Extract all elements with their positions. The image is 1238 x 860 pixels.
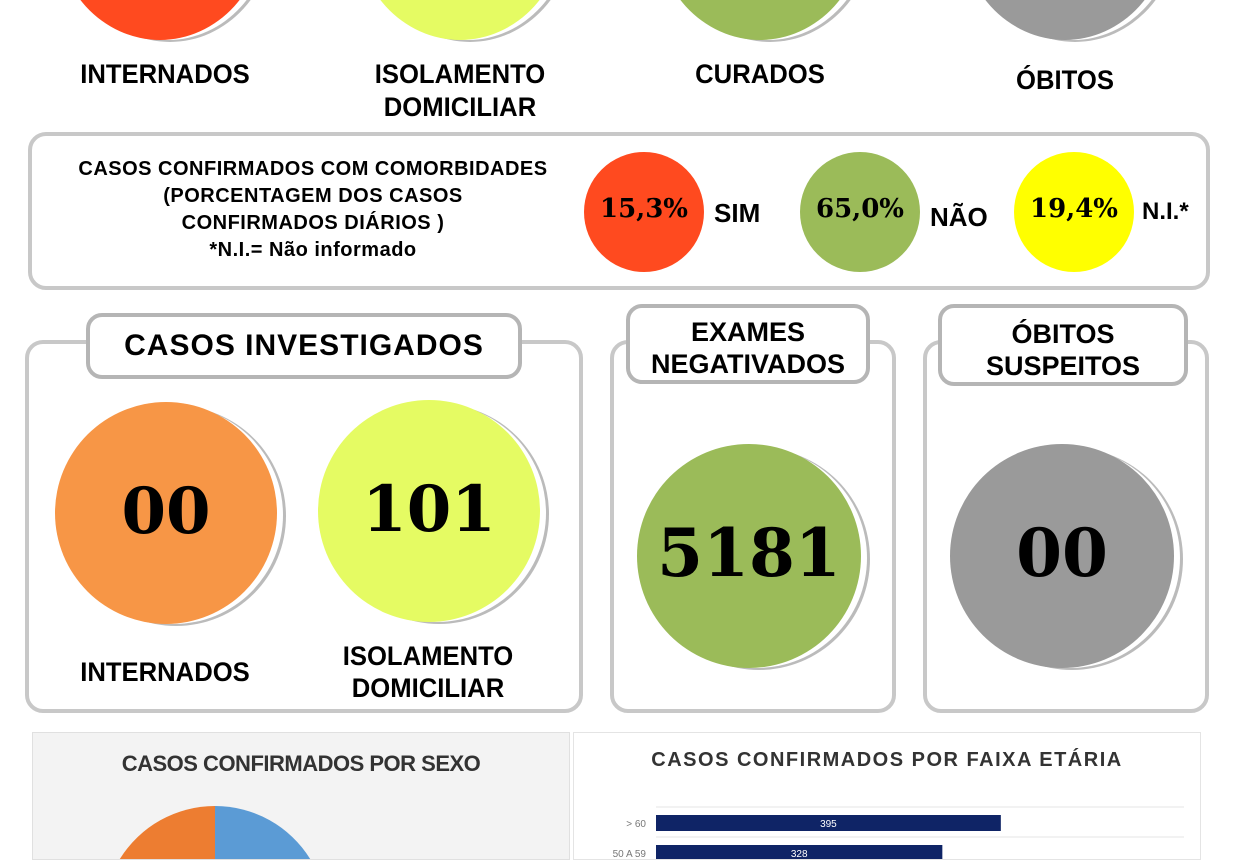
- label-obitos: ÓBITOS: [1016, 65, 1114, 95]
- title-line: (PORCENTAGEM DOS CASOS: [163, 185, 463, 207]
- sim-value: 15,3%: [599, 194, 689, 224]
- obitos-suspeitos-title: ÓBITOS SUSPEITOS: [938, 304, 1188, 386]
- title-line: EXAMES: [690, 317, 806, 347]
- label-internados: INTERNADOS: [80, 59, 250, 89]
- label-curados: CURADOS: [695, 59, 825, 89]
- curados-circle: [655, 0, 865, 40]
- title-note: *N.I.= Não informado: [209, 239, 417, 261]
- nao-value: 65,0%: [815, 194, 905, 224]
- faixa-chart-title: CASOS CONFIRMADOS POR FAIXA ETÁRIA: [651, 749, 1123, 771]
- obitos-suspeitos-value: 00: [1016, 514, 1108, 592]
- nao-label: NÃO: [930, 202, 988, 232]
- title-line: SUSPEITOS: [985, 351, 1141, 381]
- label-line: DOMICILIAR: [351, 673, 505, 703]
- ni-label: N.I.*: [1142, 198, 1189, 225]
- comorbidade-nao: 65,0%: [800, 152, 920, 272]
- title-line: NEGATIVADOS: [650, 349, 845, 379]
- exames-title: EXAMES NEGATIVADOS: [626, 304, 870, 384]
- obitos-suspeitos-circle: 00: [950, 444, 1174, 668]
- faixa-etaria-chart: CASOS CONFIRMADOS POR FAIXA ETÁRIA 395 > …: [573, 732, 1201, 860]
- pie-slice-1: [119, 806, 215, 859]
- internados-circle: [55, 0, 265, 40]
- comorbidades-title: CASOS CONFIRMADOS COM COMORBIDADES (PORC…: [38, 156, 588, 264]
- investigados-title: CASOS INVESTIGADOS: [86, 313, 522, 379]
- inv-isolamento-circle: 101: [318, 400, 540, 622]
- inv-isolamento-label: ISOLAMENTO DOMICILIAR: [324, 640, 533, 704]
- exames-circle: 5181: [637, 444, 861, 668]
- sexo-chart: CASOS CONFIRMADOS POR SEXO: [32, 732, 570, 860]
- title-line: ÓBITOS: [1011, 319, 1115, 349]
- pie-svg: [119, 806, 311, 859]
- bar-value-label: 328: [791, 849, 808, 859]
- bar-svg: 395 > 60 328 50 A 59: [613, 806, 1184, 859]
- category-label: > 60: [626, 819, 646, 830]
- label-isolamento: ISOLAMENTO DOMICILIAR: [374, 59, 546, 122]
- ni-value: 19,4%: [1029, 194, 1119, 224]
- inv-internados-value: 00: [121, 474, 211, 549]
- bar: [656, 815, 1001, 831]
- inv-internados-label: INTERNADOS: [80, 657, 250, 687]
- title-line: CONFIRMADOS DIÁRIOS ): [181, 212, 445, 234]
- label-line: ISOLAMENTO: [342, 641, 514, 671]
- category-label: 50 A 59: [613, 849, 647, 859]
- bar-value-label: 395: [820, 819, 837, 830]
- sexo-chart-title: CASOS CONFIRMADOS POR SEXO: [121, 751, 481, 776]
- exames-value: 5181: [657, 514, 841, 592]
- obitos-circle: [960, 0, 1170, 40]
- inv-isolamento-value: 101: [362, 472, 496, 547]
- comorbidade-sim: 15,3%: [584, 152, 704, 272]
- inv-internados-circle: 00: [55, 402, 277, 624]
- isolamento-circle: [355, 0, 565, 40]
- bar: [656, 845, 943, 859]
- comorbidades-panel: CASOS CONFIRMADOS COM COMORBIDADES (PORC…: [28, 132, 1210, 290]
- sim-label: SIM: [714, 198, 761, 228]
- title-line: CASOS CONFIRMADOS COM COMORBIDADES: [78, 158, 548, 180]
- comorbidade-ni: 19,4%: [1014, 152, 1134, 272]
- pie-slice-0: [215, 806, 311, 859]
